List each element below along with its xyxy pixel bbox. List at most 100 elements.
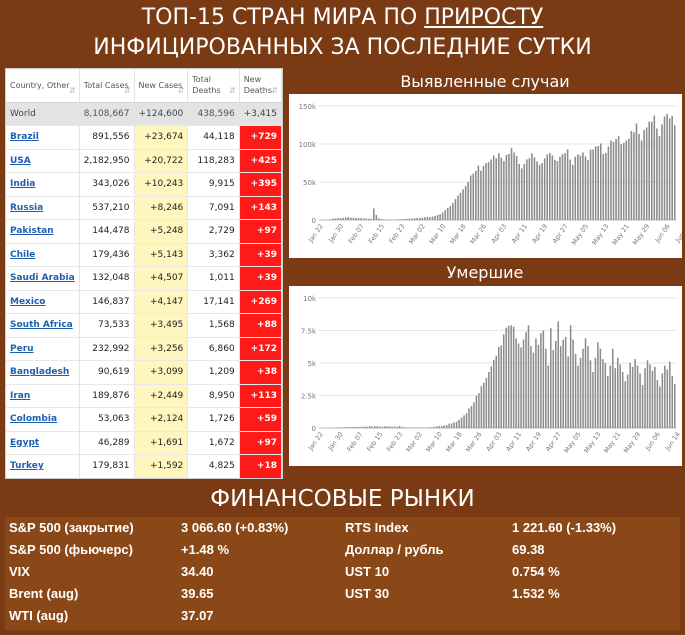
bar — [336, 427, 339, 428]
cell-country[interactable]: USA — [6, 149, 80, 173]
cell-country[interactable]: Iran — [6, 384, 80, 408]
x-tick-label: Mar 10 — [428, 223, 448, 246]
bar — [470, 405, 473, 428]
cell-country[interactable]: Mexico — [6, 290, 80, 314]
col-header-new-cases[interactable]: New Cases ⇵ — [134, 69, 189, 103]
cell-country[interactable]: Chile — [6, 243, 80, 267]
bar — [458, 419, 460, 428]
cell-new-cases: +124,600 — [134, 102, 189, 126]
bar — [359, 426, 361, 428]
cell-total-cases: 46,289 — [79, 431, 135, 455]
col-header-total-cases[interactable]: Total Cases ⇵ — [79, 69, 135, 103]
bar — [440, 425, 443, 428]
col-header-new-deaths[interactable]: New Deaths ⇵ — [239, 69, 282, 103]
cell-country[interactable]: Saudi Arabia — [6, 266, 80, 291]
bar — [512, 326, 515, 428]
cell-new-cases: +4,147 — [134, 290, 189, 314]
bar — [663, 116, 666, 220]
cell-new-deaths: +88 — [239, 313, 282, 338]
finance-label: Доллар / рубль — [345, 542, 444, 557]
bar — [620, 144, 622, 220]
cell-total-cases: 132,048 — [79, 266, 135, 291]
bar — [545, 348, 547, 428]
x-tick-label: Feb 23 — [385, 431, 404, 453]
page-header: ТОП-15 СТРАН МИРА ПО ПРИРОСТУ ИНФИЦИРОВА… — [0, 0, 685, 66]
cell-total-deaths: 17,141 — [187, 290, 240, 314]
finance-label: WTI (aug) — [9, 608, 69, 623]
x-tick-label: Mar 18 — [444, 431, 464, 454]
bar — [564, 337, 567, 428]
cell-new-cases: +5,248 — [134, 219, 189, 244]
bar — [406, 218, 408, 220]
bar — [658, 135, 661, 220]
bar — [673, 383, 676, 428]
sort-icon: ⇵ — [271, 85, 278, 95]
cell-total-cases: 179,831 — [79, 454, 135, 478]
bar — [650, 121, 653, 220]
cell-country[interactable]: Colombia — [6, 407, 80, 432]
col-header-label: Total Deaths — [192, 75, 221, 96]
col-header-label: New Cases — [138, 80, 183, 90]
x-tick-label: Apr 27 — [551, 223, 570, 245]
sort-icon: ⇵ — [228, 85, 236, 95]
bar — [602, 153, 605, 220]
bar — [619, 364, 621, 428]
cell-total-cases: 537,210 — [79, 196, 135, 220]
cell-country[interactable]: Pakistan — [6, 219, 80, 244]
cell-new-deaths: +143 — [239, 196, 282, 220]
table-row: Turkey 179,831 +1,592 4,825 +18 — [6, 454, 282, 478]
bar — [554, 340, 557, 428]
cell-total-cases: 232,992 — [79, 337, 135, 361]
cell-country[interactable]: Russia — [6, 196, 80, 220]
bar — [378, 218, 380, 220]
bar — [337, 218, 339, 220]
table-row: Saudi Arabia 132,048 +4,507 1,011 +39 — [6, 266, 282, 291]
bar — [342, 217, 345, 220]
cell-country[interactable]: India — [6, 172, 80, 197]
y-tick-label: 5k — [307, 360, 316, 368]
x-tick-label: May 29 — [622, 431, 642, 455]
bar — [554, 159, 556, 220]
bar — [500, 157, 503, 220]
cell-country[interactable]: South Africa — [6, 313, 80, 338]
cell-new-cases: +3,256 — [134, 337, 189, 361]
bar — [334, 218, 337, 220]
col-header-country[interactable]: Country, Other ⇵ — [6, 69, 80, 103]
table-row: India 343,026 +10,243 9,915 +395 — [6, 172, 282, 197]
bar — [472, 173, 475, 220]
cell-new-cases: +1,691 — [134, 431, 189, 455]
bar — [547, 365, 550, 428]
bar — [369, 426, 371, 428]
bar — [339, 427, 341, 428]
bar — [577, 154, 579, 220]
table-header-row: Country, Other ⇵ Total Cases ⇵ New Cases ⇵ … — [6, 69, 282, 103]
cell-country[interactable]: Brazil — [6, 125, 80, 150]
cell-country[interactable]: Turkey — [6, 454, 80, 478]
bar — [452, 202, 454, 220]
table-row: Bangladesh 90,619 +3,099 1,209 +38 — [6, 360, 282, 385]
finance-value: 39.65 — [181, 586, 214, 601]
bar — [671, 376, 674, 428]
x-tick-label: Feb 15 — [367, 223, 386, 245]
cell-country[interactable]: Bangladesh — [6, 360, 80, 385]
x-tick-label: Apr 11 — [504, 431, 523, 453]
col-header-total-deaths[interactable]: Total Deaths ⇵ — [187, 69, 240, 103]
bar — [495, 355, 498, 428]
bar — [633, 132, 635, 220]
bar — [612, 348, 614, 428]
bar — [454, 199, 457, 220]
sort-icon: ⇵ — [69, 85, 76, 95]
bar — [641, 385, 644, 428]
table-row: Mexico 146,837 +4,147 17,141 +269 — [6, 290, 282, 314]
table-row: Egypt 46,289 +1,691 1,672 +97 — [6, 431, 282, 455]
bar — [518, 163, 520, 220]
table-row: Pakistan 144,478 +5,248 2,729 +97 — [6, 219, 282, 244]
bar — [597, 342, 599, 428]
cell-country[interactable]: Egypt — [6, 431, 80, 455]
bar — [339, 218, 342, 220]
cell-new-deaths: +97 — [239, 219, 282, 244]
bar — [579, 155, 582, 220]
x-tick-label: Mar 18 — [448, 223, 468, 246]
bar — [424, 217, 426, 220]
cell-country[interactable]: Peru — [6, 337, 80, 361]
